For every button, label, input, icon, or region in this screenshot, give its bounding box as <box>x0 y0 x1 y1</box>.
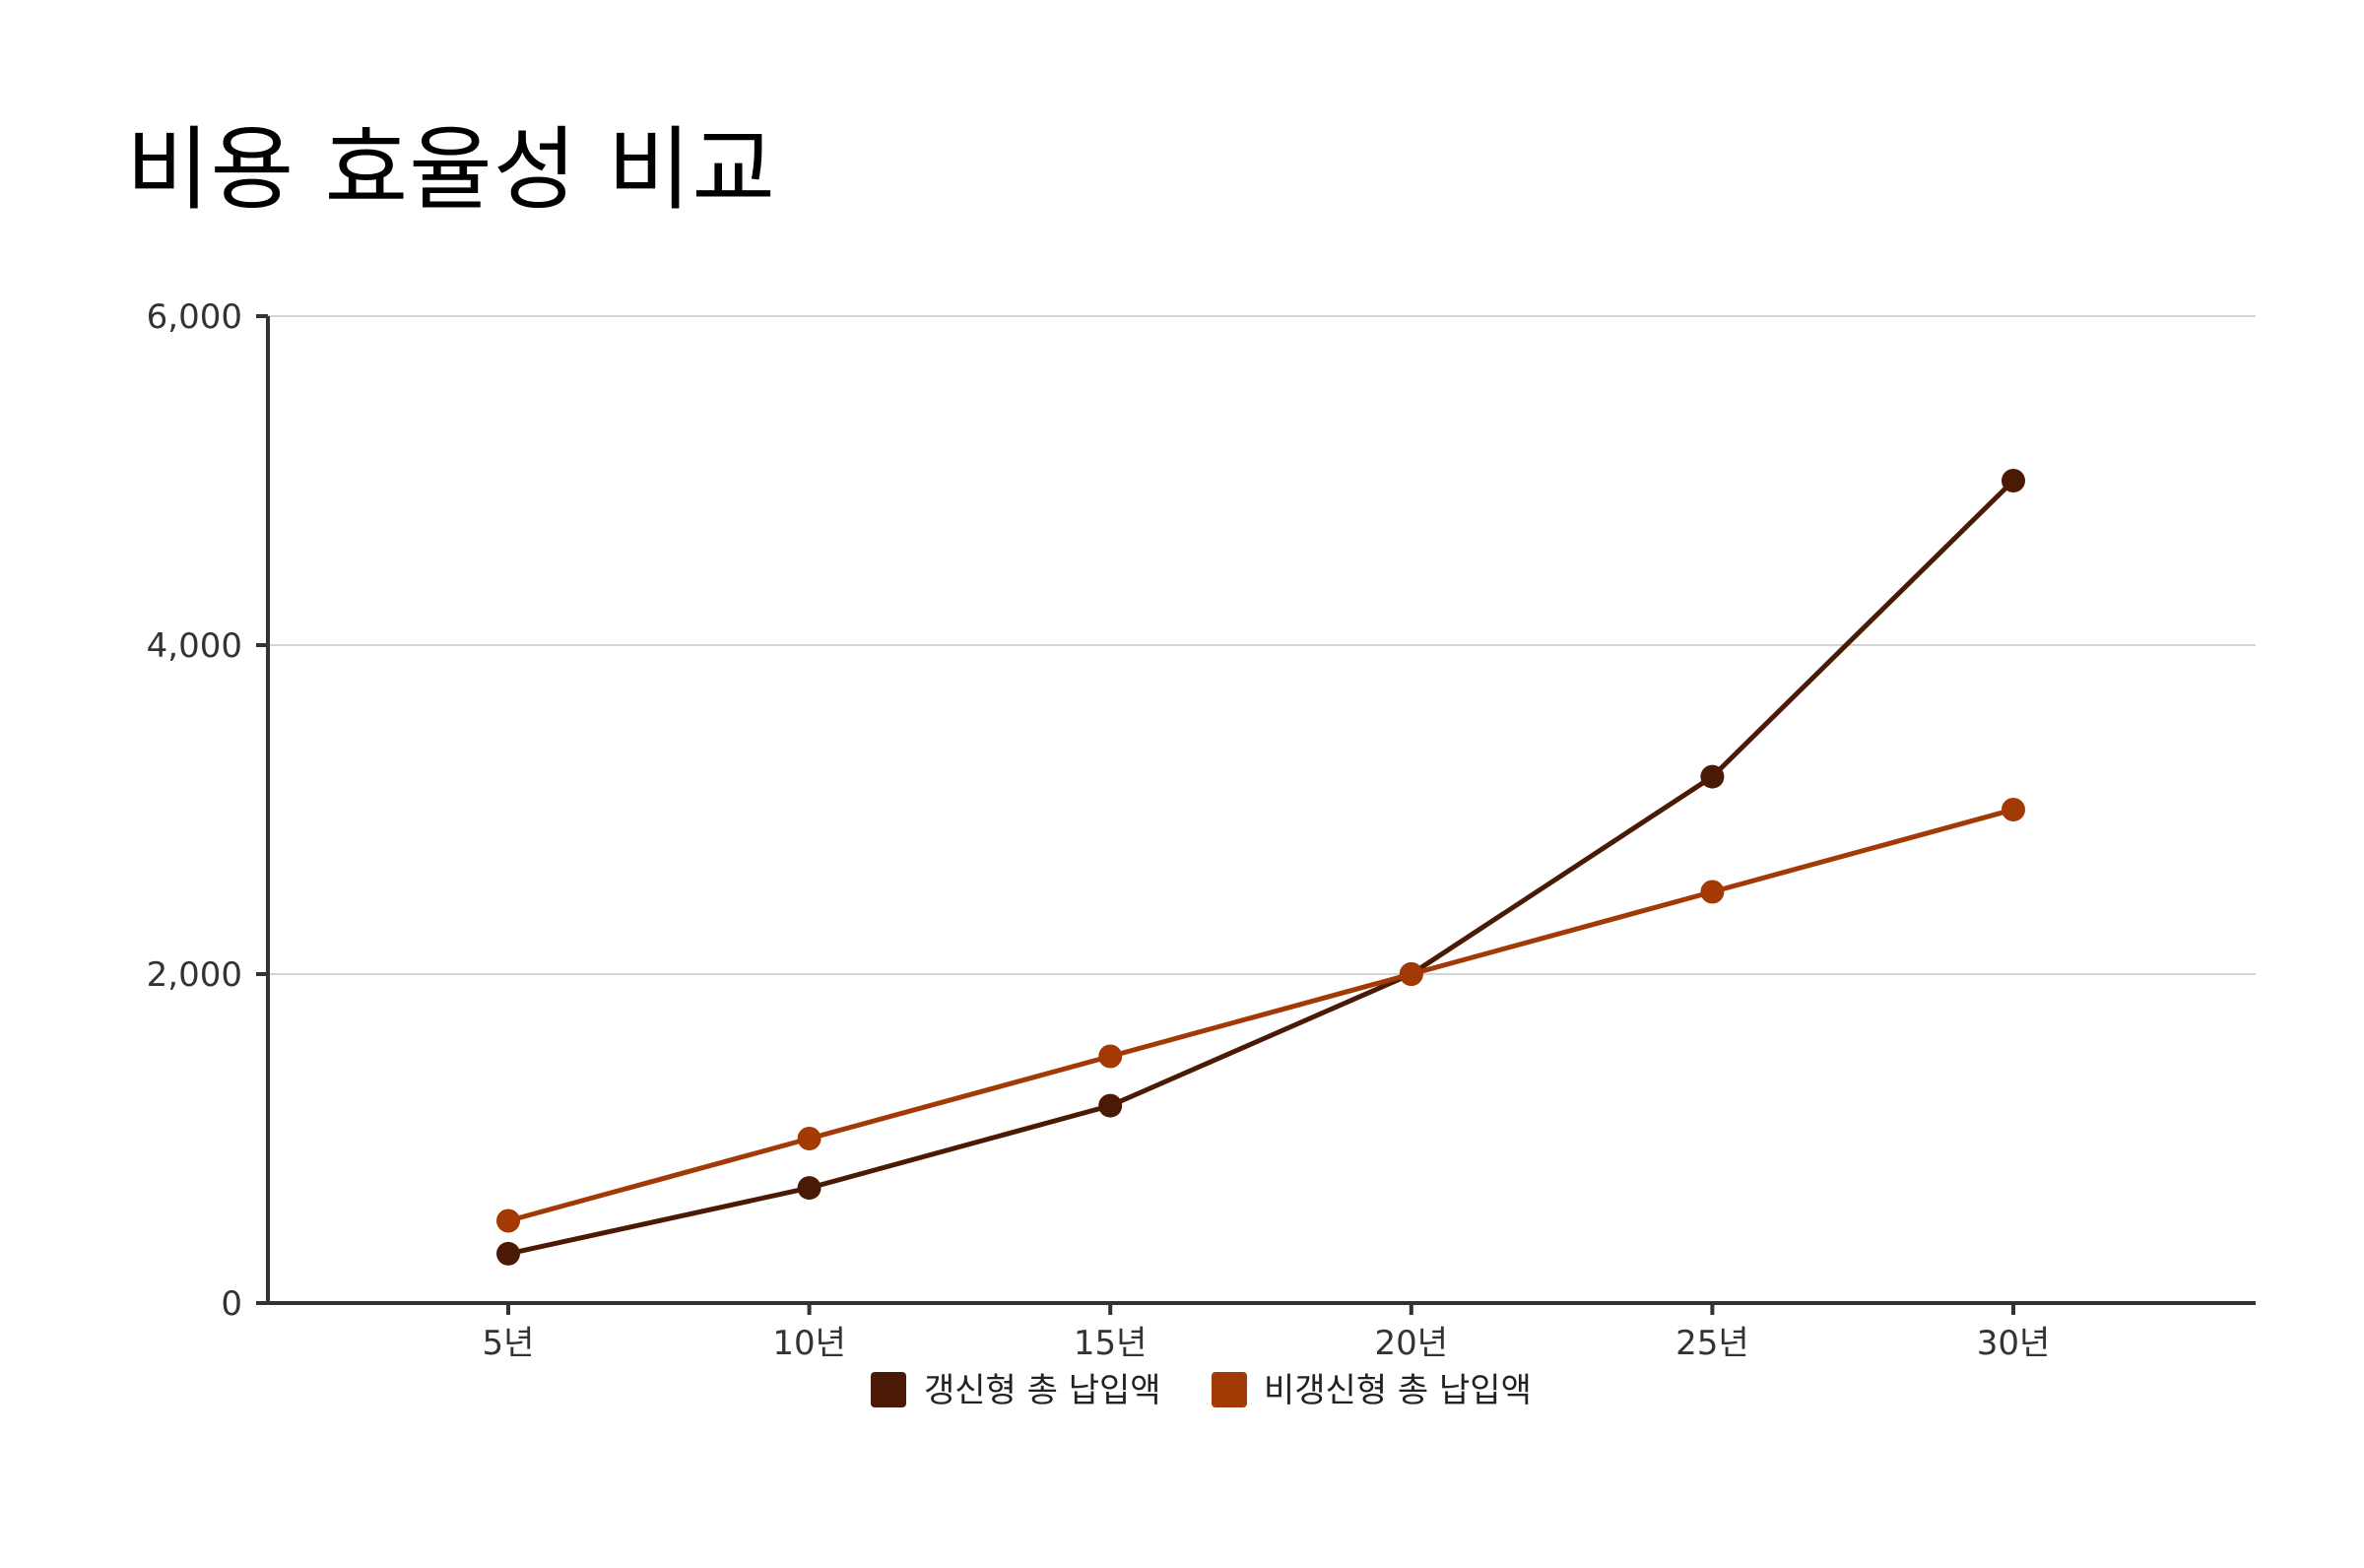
data-point <box>797 1176 821 1201</box>
legend-label: 갱신형 총 납입액 <box>924 1371 1161 1410</box>
series <box>496 469 2025 1266</box>
series-2 <box>496 798 2025 1233</box>
x-axis-ticks: 5년 10년 15년 20년 25년 30년 <box>483 1303 2051 1363</box>
axes <box>266 316 2256 1305</box>
x-tick-label: 20년 <box>1375 1324 1449 1363</box>
legend-item: 갱신형 총 납입액 <box>871 1371 1161 1410</box>
series-line <box>507 479 2015 1257</box>
data-point <box>2002 469 2025 492</box>
legend-swatch <box>871 1372 906 1407</box>
data-point <box>1399 962 1423 986</box>
data-point <box>496 1241 520 1266</box>
y-tick-label: 4,000 <box>147 626 242 666</box>
data-point <box>1098 1044 1123 1069</box>
x-tick-label: 30년 <box>1977 1324 2051 1363</box>
grid-lines <box>268 315 2256 975</box>
data-point <box>2002 798 2025 821</box>
y-tick-label: 6,000 <box>147 297 242 337</box>
data-point <box>1700 764 1725 789</box>
y-tick-label: 0 <box>221 1284 242 1324</box>
x-tick-label: 25년 <box>1675 1324 1749 1363</box>
data-point <box>1098 1093 1123 1118</box>
data-point <box>496 1209 520 1233</box>
y-axis-ticks: 0 2,000 4,000 6,000 <box>147 297 268 1324</box>
legend-swatch <box>1212 1372 1247 1407</box>
y-tick-label: 2,000 <box>147 955 242 995</box>
data-point <box>797 1127 821 1150</box>
x-tick-label: 5년 <box>483 1324 535 1363</box>
data-point <box>1700 880 1725 904</box>
chart-title: 비용 효율성 비교 <box>126 117 776 223</box>
x-tick-label: 10년 <box>772 1324 846 1363</box>
legend-item: 비갱신형 총 납입액 <box>1212 1371 1532 1410</box>
x-tick-label: 15년 <box>1074 1324 1148 1363</box>
legend-label: 비갱신형 총 납입액 <box>1264 1371 1532 1410</box>
series-line <box>507 807 2014 1223</box>
legend: 갱신형 총 납입액 비갱신형 총 납입액 <box>871 1371 1532 1410</box>
